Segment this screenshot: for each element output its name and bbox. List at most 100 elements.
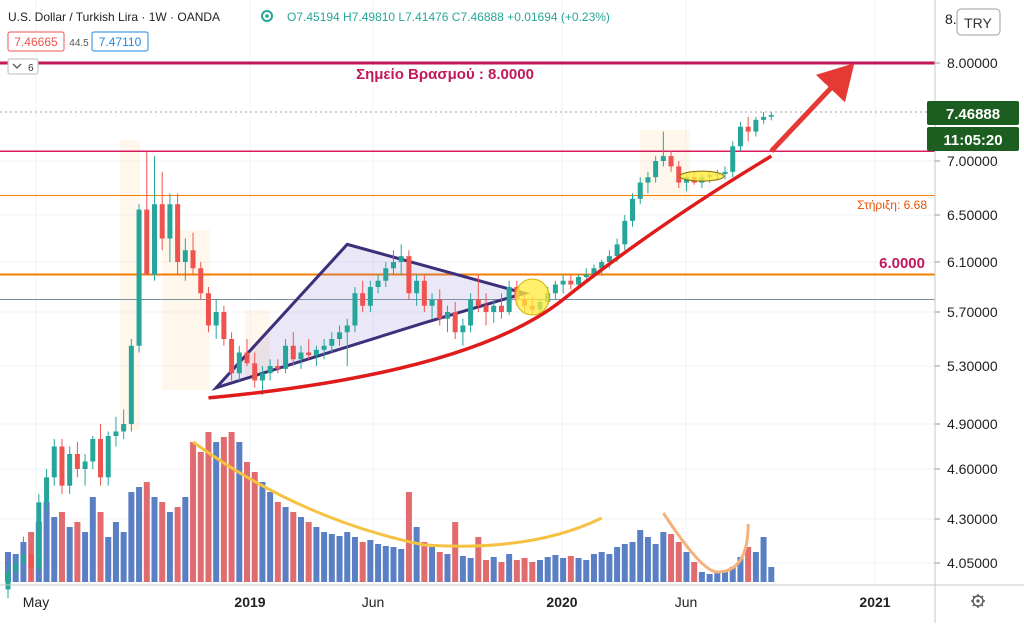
candle-body: [313, 349, 319, 356]
volume-bar: [290, 512, 297, 582]
volume-bar: [637, 530, 644, 582]
y-tick-partial: 8.: [945, 11, 957, 27]
svg-text:TRY: TRY: [964, 15, 992, 31]
boiling-point-label: Σημείο Βρασμού : 8.0000: [356, 66, 534, 83]
volume-bar: [375, 544, 382, 582]
volume-bar: [82, 532, 89, 582]
candle-body: [229, 339, 235, 374]
candle-body: [591, 268, 597, 275]
price-axis[interactable]: 8.00000 7.00000 6.50000 6.10000 5.70000 5.300…: [935, 55, 998, 571]
indicators-collapse-button[interactable]: [7, 58, 39, 75]
bid-box[interactable]: [7, 31, 65, 52]
candle-body: [306, 352, 312, 356]
candle-body: [421, 280, 427, 306]
y-tick-label: 7.00000: [947, 153, 998, 169]
volume-bar: [282, 507, 289, 582]
candle-body: [498, 305, 504, 312]
candle-body: [51, 446, 57, 478]
candle-body: [583, 274, 589, 277]
volume-bar: [274, 502, 281, 582]
ask-box[interactable]: [91, 31, 149, 52]
candle-body: [283, 345, 289, 369]
candle-body: [483, 305, 489, 312]
candle-body: [267, 366, 273, 374]
candle-body: [337, 332, 343, 339]
candle-body: [252, 363, 258, 381]
volume-bar: [521, 558, 528, 582]
volume-bar: [467, 558, 474, 582]
volume-bar: [128, 492, 135, 582]
level-6-label: 6.0000: [879, 255, 925, 272]
candle-body: [259, 373, 265, 381]
volume-bar: [675, 542, 682, 582]
volume-bar: [544, 557, 551, 582]
y-tick-label: 5.30000: [947, 358, 998, 374]
candle-body: [159, 204, 165, 239]
candle-body: [391, 262, 396, 269]
volume-bar: [321, 532, 328, 582]
volume-bar: [506, 554, 513, 582]
y-tick-label: 6.50000: [947, 207, 998, 223]
volume-bar: [683, 552, 690, 582]
currency-button[interactable]: TRY: [956, 8, 1001, 36]
volume-bar: [722, 570, 729, 582]
volume-bar: [51, 517, 58, 582]
volume-bar: [313, 527, 320, 582]
gear-icon[interactable]: [971, 594, 985, 608]
candle-body: [552, 284, 558, 294]
candle-body: [622, 220, 628, 245]
time-axis[interactable]: May 2019 Jun 2020 Jun 2021: [23, 594, 891, 610]
candle-body: [406, 256, 412, 294]
candle-body: [722, 171, 728, 174]
volume-u-curve-2: [662, 512, 750, 574]
candle-body: [568, 280, 574, 285]
candle-body: [205, 293, 211, 326]
candle-body: [468, 299, 474, 326]
y-tick-label: 8.00000: [947, 55, 998, 71]
candle-body: [144, 209, 150, 275]
candle-body: [36, 502, 42, 569]
candle-body: [74, 454, 80, 469]
candle-body: [614, 244, 620, 257]
eye-icon[interactable]: [261, 10, 273, 22]
volume-bar: [143, 482, 150, 582]
candle-body: [630, 198, 636, 221]
volume-bar: [629, 542, 636, 582]
volume-bar: [166, 512, 173, 582]
volume-bar: [536, 560, 543, 582]
candle-body: [136, 209, 142, 346]
plot-area[interactable]: [0, 0, 935, 585]
last-price-badge: 7.46888: [927, 101, 1019, 125]
candle-body: [599, 262, 605, 269]
volume-bar: [43, 502, 50, 582]
volume-bar: [567, 556, 574, 582]
volume-bar: [398, 549, 405, 582]
chevron-down-icon: [12, 63, 22, 69]
volume-bar: [452, 522, 459, 582]
x-tick-label: Jun: [675, 594, 698, 610]
volume-bar: [213, 442, 220, 582]
volume-bar: [66, 527, 73, 582]
countdown-badge: 11:05:20: [927, 127, 1019, 151]
y-tick-label: 4.30000: [947, 511, 998, 527]
svg-text:11:05:20: 11:05:20: [943, 132, 1002, 149]
volume-bar: [560, 558, 567, 582]
candle-body: [213, 312, 219, 326]
symbol-title: U.S. Dollar / Turkish Lira · 1W · OANDA: [8, 10, 220, 24]
candle-body: [444, 312, 450, 319]
volume-bar: [351, 537, 358, 582]
volume-bar: [691, 562, 698, 582]
volume-bar: [174, 507, 181, 582]
volume-bar: [197, 452, 204, 582]
volume-bar: [205, 432, 212, 582]
candle-body: [290, 345, 296, 360]
candle-body: [745, 126, 751, 132]
volume-bar: [490, 557, 497, 582]
volume-bar: [136, 487, 143, 582]
volume-bar: [367, 540, 374, 582]
candle-body: [506, 287, 512, 312]
candle-body: [452, 312, 458, 333]
volume-bar: [614, 547, 621, 582]
volume-bar: [737, 557, 744, 582]
